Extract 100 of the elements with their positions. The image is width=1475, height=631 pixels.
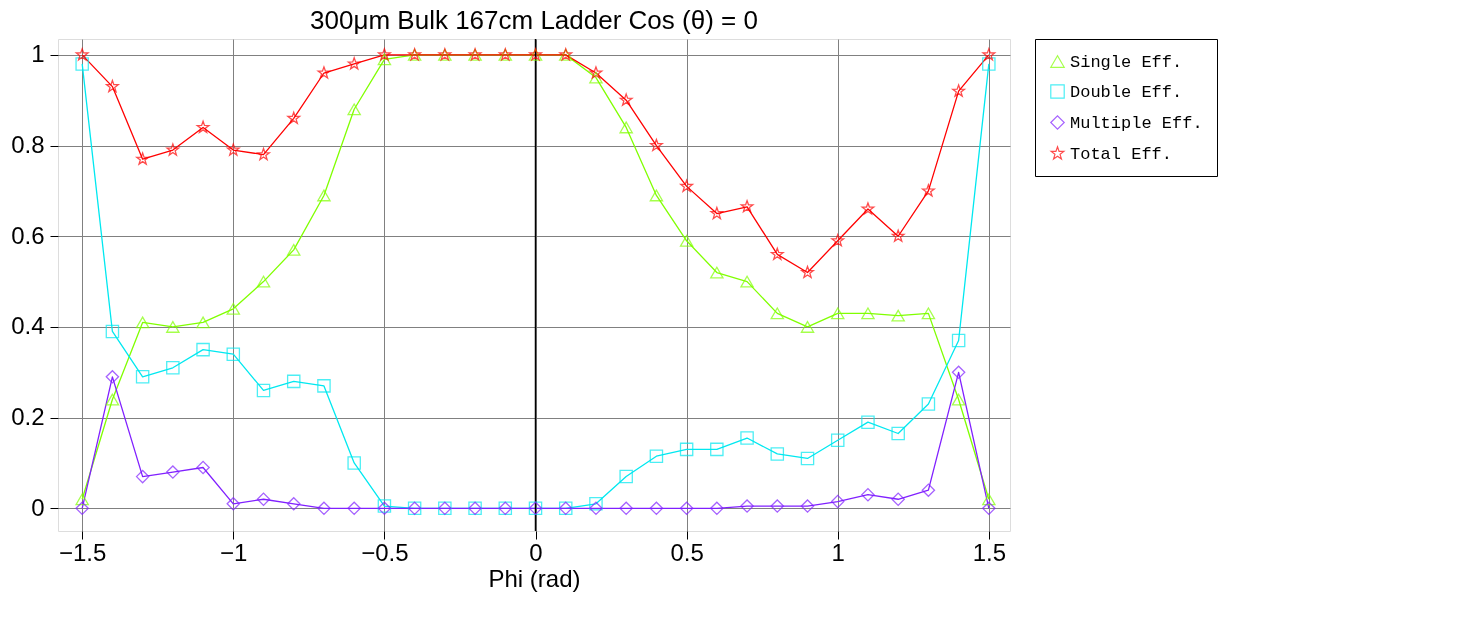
point — [347, 456, 361, 470]
point — [105, 324, 120, 339]
point — [135, 469, 150, 484]
point — [679, 501, 694, 516]
point — [891, 229, 905, 242]
point — [105, 393, 120, 406]
point — [982, 48, 996, 61]
y-tick-label: 0.4 — [11, 312, 45, 340]
point — [921, 483, 936, 497]
point — [830, 307, 845, 320]
point — [75, 501, 89, 516]
point — [166, 465, 180, 479]
point — [257, 147, 270, 161]
point — [831, 234, 845, 247]
point — [951, 333, 966, 348]
x-tick-label: 0.5 — [670, 538, 704, 566]
point — [679, 234, 694, 247]
point — [891, 492, 905, 507]
point — [619, 469, 633, 484]
point — [75, 48, 89, 61]
point — [105, 370, 120, 384]
legend-label: Double Eff. — [1070, 82, 1183, 102]
point — [166, 360, 180, 375]
x-tick-label: −1.5 — [58, 538, 107, 566]
point — [861, 415, 875, 429]
point — [770, 499, 785, 513]
point — [619, 121, 633, 134]
point — [286, 243, 301, 256]
point — [226, 497, 241, 511]
point — [256, 383, 271, 398]
point — [740, 499, 754, 513]
point — [256, 275, 271, 288]
x-tick-label: −1 — [220, 538, 248, 566]
x-tick-label: 1.5 — [972, 538, 1007, 566]
point — [740, 200, 754, 213]
point — [649, 501, 664, 516]
y-tick-label: 1 — [31, 40, 45, 68]
point — [377, 53, 392, 66]
legend-label: Single Eff. — [1070, 52, 1183, 72]
point — [800, 320, 815, 333]
point — [135, 316, 150, 329]
point — [226, 347, 241, 361]
point — [75, 57, 89, 71]
point — [891, 426, 905, 441]
point — [196, 316, 210, 329]
point — [196, 342, 210, 357]
point — [347, 501, 361, 516]
y-tick-label: 0.6 — [11, 221, 45, 249]
point — [679, 442, 694, 457]
point — [982, 501, 996, 516]
point — [710, 266, 724, 279]
x-tick-label: 1 — [831, 538, 845, 566]
point — [710, 206, 724, 220]
point — [680, 179, 694, 192]
point — [287, 111, 301, 124]
point — [286, 374, 301, 389]
y-tick-label: 0.8 — [11, 131, 45, 159]
point — [196, 120, 210, 134]
point — [770, 447, 785, 461]
point — [982, 57, 996, 71]
point — [952, 84, 966, 97]
point — [105, 79, 119, 93]
point — [649, 138, 663, 152]
point — [196, 460, 210, 475]
point — [226, 143, 240, 156]
point — [951, 393, 966, 406]
point — [710, 442, 724, 457]
x-axis-title: Phi (rad) — [488, 564, 581, 592]
point — [256, 492, 271, 507]
legend-label: Multiple Eff. — [1070, 113, 1203, 133]
point — [226, 302, 241, 315]
point — [589, 66, 603, 79]
point — [861, 307, 875, 320]
point — [317, 66, 331, 79]
point — [619, 93, 633, 106]
point — [347, 103, 361, 116]
point — [982, 493, 996, 506]
point — [317, 189, 331, 202]
point — [286, 497, 301, 511]
point — [830, 433, 845, 448]
point — [951, 365, 966, 380]
point — [800, 451, 815, 466]
point — [710, 501, 724, 516]
point — [317, 379, 331, 393]
point — [921, 307, 936, 320]
point — [619, 501, 633, 516]
point — [166, 143, 180, 156]
point — [830, 494, 845, 509]
point — [649, 189, 664, 202]
point — [800, 499, 815, 513]
point — [740, 431, 754, 445]
point — [801, 265, 814, 279]
point — [861, 487, 875, 502]
y-tick-label: 0 — [31, 493, 45, 521]
point — [136, 152, 150, 165]
x-tick-label: −0.5 — [361, 538, 409, 566]
point — [921, 184, 935, 197]
x-tick-label: 0 — [529, 538, 543, 566]
point — [770, 307, 785, 320]
point — [770, 247, 784, 260]
